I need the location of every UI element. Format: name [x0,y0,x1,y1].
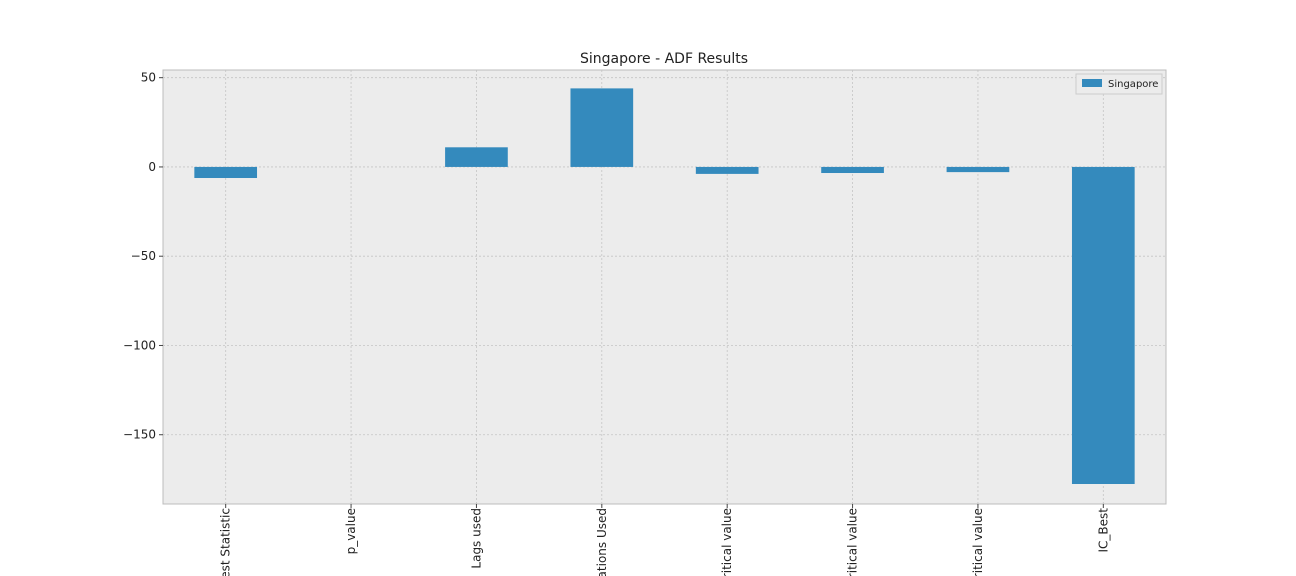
legend-swatch [1082,79,1102,87]
y-tick-label: −100 [123,338,156,352]
y-tick-label: −50 [131,249,156,263]
bar [445,147,508,167]
bar [821,166,884,174]
plot-area [162,69,1167,505]
y-tick-label: 0 [148,160,156,174]
legend-label: Singapore [1108,79,1158,90]
x-tick-label: ritical value [846,508,860,576]
bar [570,88,634,167]
x-tick-label: ritical value [971,508,985,576]
x-tick-label: ritical value [720,508,734,576]
x-tick-label: IC_Best [1096,508,1110,553]
grid [163,70,1166,504]
bar [194,166,258,179]
x-tick-label: ations Used [595,508,609,576]
bar [1071,166,1135,485]
y-tick-label: 50 [141,71,156,85]
bar [946,166,1010,173]
chart-title: Singapore - ADF Results [580,51,748,67]
bar [695,166,759,174]
x-tick-label: p_value [344,508,358,554]
x-tick-label: est Statistic [219,508,233,576]
x-tick-label: Lags used [469,508,483,569]
y-tick-label: −150 [123,428,156,442]
